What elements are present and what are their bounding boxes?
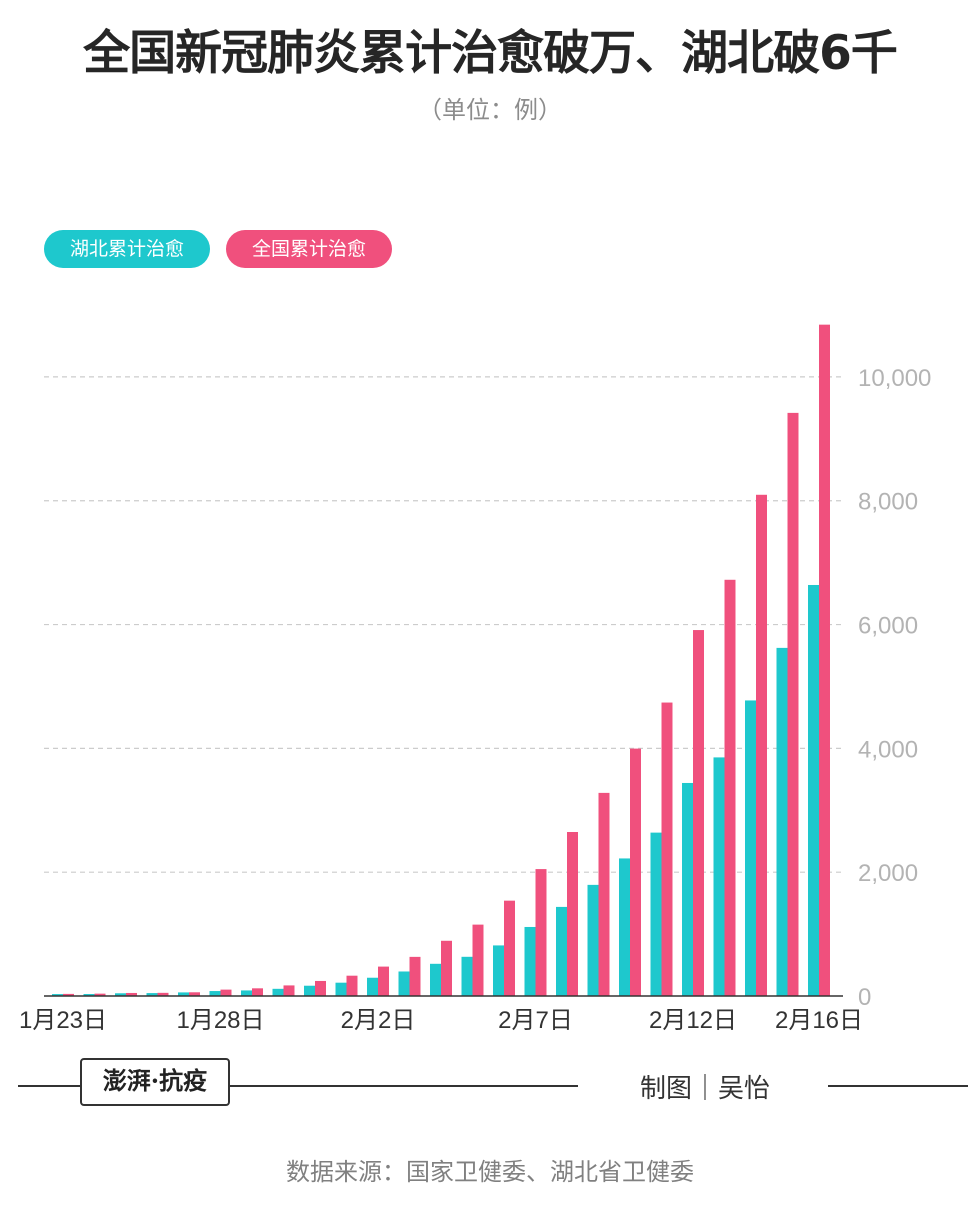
bar-national [315, 980, 326, 996]
bar-hubei [619, 858, 630, 996]
legend-item-hubei: 湖北累计治愈 [44, 230, 211, 268]
bar-hubei [524, 926, 536, 996]
bar-national [504, 900, 515, 996]
bar-hubei [304, 985, 315, 996]
logo: 澎湃·抗疫 [80, 1058, 230, 1106]
bar-national [661, 702, 673, 996]
bar-national [346, 975, 358, 996]
bar-hubei [650, 832, 662, 996]
bar-hubei [745, 700, 756, 996]
x-tick-label: 2月12日 [649, 1007, 737, 1034]
bar-hubei [52, 994, 63, 996]
bar-national [787, 412, 799, 996]
y-tick-label: 4,000 [858, 736, 918, 763]
bar-national [756, 494, 767, 996]
bar-hubei [808, 584, 819, 996]
y-tick-label: 6,000 [858, 613, 918, 640]
bar-national [252, 988, 263, 996]
chart-subtitle: （单位：例） [418, 96, 562, 124]
bar-national [724, 579, 736, 996]
footer-divider-middle [230, 1085, 578, 1087]
legend: 湖北累计治愈 全国累计治愈 [44, 230, 393, 268]
bar-chart: 0 2,000 4,000 6,000 8,000 10,000 1月23日 1月28日 2月2… [19, 324, 931, 1034]
x-tick-label: 2月16日 [775, 1007, 863, 1034]
bar-hubei [209, 991, 221, 996]
bar-national [535, 869, 547, 996]
chart-credit: 制图｜吴怡 [639, 1074, 770, 1104]
bar-national [157, 992, 169, 996]
bar-hubei [587, 884, 599, 996]
bar-hubei [367, 977, 378, 996]
footer-divider-left [18, 1085, 80, 1087]
bar-hubei [272, 988, 284, 996]
bar-national [220, 989, 232, 996]
bar-hubei [461, 956, 473, 996]
y-tick-label: 2,000 [858, 860, 918, 887]
bar-national [598, 792, 610, 996]
bar-hubei [682, 782, 693, 996]
x-tick-label: 2月2日 [341, 1007, 416, 1034]
x-tick-label: 2月7日 [498, 1007, 573, 1034]
bar-national [819, 324, 830, 996]
bar-national [567, 832, 578, 996]
y-tick-label: 8,000 [858, 489, 918, 516]
bar-hubei [493, 945, 504, 996]
bar-national [189, 992, 200, 996]
bar-hubei [430, 963, 441, 996]
bar-hubei [398, 971, 410, 996]
legend-item-national: 全国累计治愈 [226, 230, 393, 268]
logo-text: 澎湃·抗疫 [102, 1066, 208, 1095]
bar-national [630, 748, 641, 996]
bar-hubei [178, 992, 189, 996]
bar-hubei [146, 993, 158, 996]
x-tick-label: 1月28日 [176, 1007, 264, 1034]
bar-hubei [776, 647, 788, 996]
bar-national [441, 940, 452, 996]
bar-hubei [335, 982, 347, 996]
chart-title: 全国新冠肺炎累计治愈破万、湖北破6千 [83, 26, 898, 81]
bar-hubei [83, 994, 95, 996]
bar-national [94, 993, 106, 996]
footer-divider-right [828, 1085, 968, 1087]
bar-hubei [115, 993, 126, 996]
bar-national [378, 966, 389, 996]
bar-national [283, 985, 295, 996]
bar-national [409, 956, 421, 996]
bar-national [126, 992, 137, 996]
x-tick-label: 1月23日 [19, 1007, 107, 1034]
bar-national [693, 630, 704, 996]
bar-hubei [556, 906, 567, 996]
bar-hubei [713, 757, 725, 996]
bar-national [63, 993, 74, 996]
bar-hubei [241, 990, 252, 996]
bar-national [472, 924, 484, 996]
y-tick-label: 10,000 [858, 365, 931, 392]
y-tick-label: 0 [858, 984, 871, 1011]
data-source: 数据来源：国家卫健委、湖北省卫健委 [286, 1158, 694, 1186]
